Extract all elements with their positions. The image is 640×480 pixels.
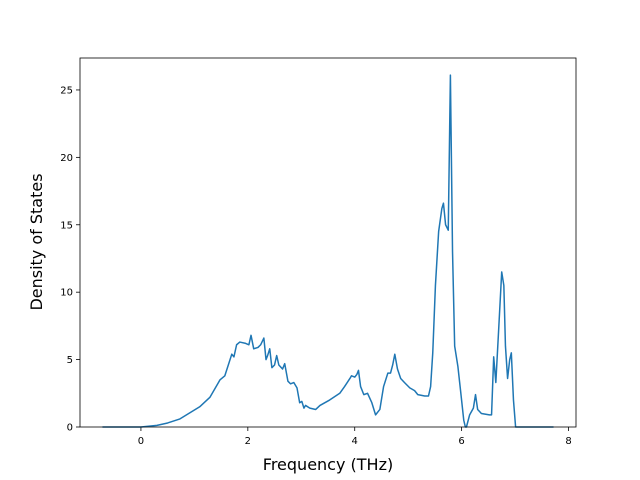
y-axis-label: Density of States	[27, 173, 46, 310]
x-tick-label: 2	[245, 436, 251, 447]
y-tick-label: 15	[60, 220, 73, 231]
y-tick-label: 20	[60, 153, 73, 164]
dos-line	[102, 74, 554, 428]
x-axis-label: Frequency (THz)	[263, 455, 393, 474]
x-tick-label: 6	[458, 436, 464, 447]
y-tick-label: 25	[60, 85, 73, 96]
x-tick-label: 0	[138, 436, 144, 447]
x-tick-label: 4	[352, 436, 358, 447]
y-tick-label: 0	[67, 423, 73, 434]
y-tick-label: 10	[60, 288, 73, 299]
y-tick-label: 5	[67, 355, 73, 366]
plot-frame	[79, 57, 577, 428]
x-tick-label: 8	[565, 436, 571, 447]
